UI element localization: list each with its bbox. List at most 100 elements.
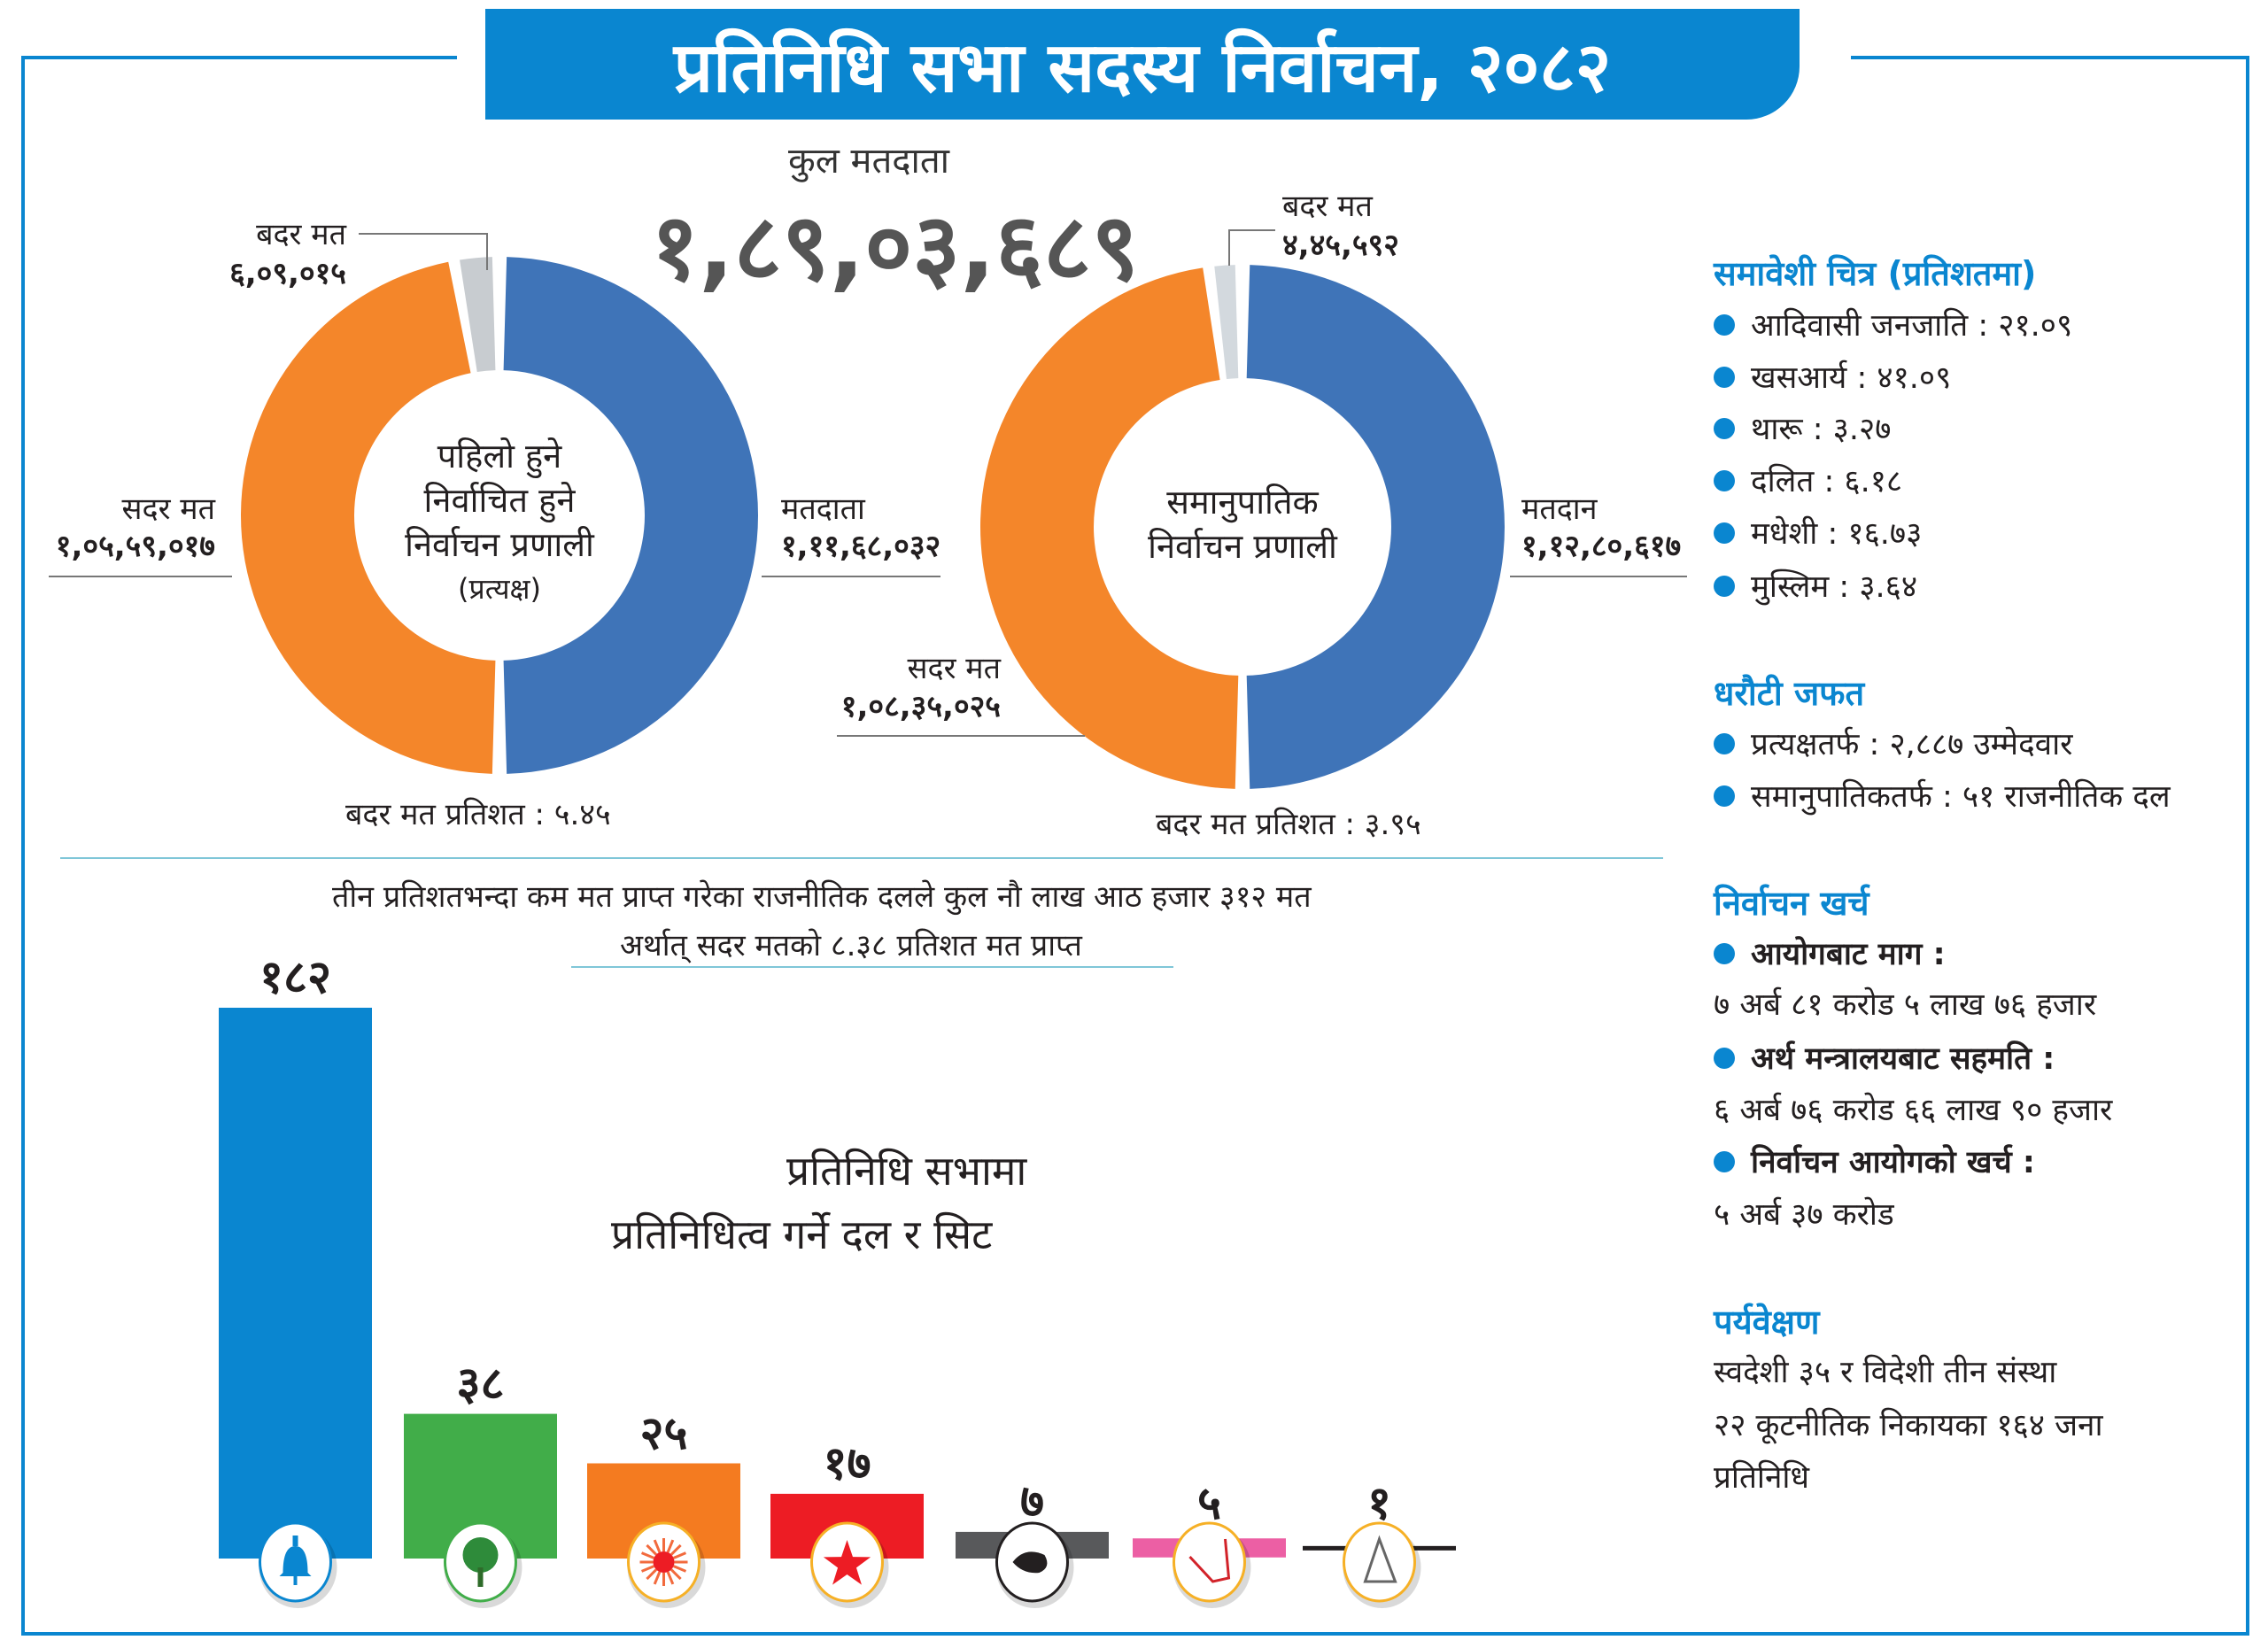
- inclusion-heading: समावेशी चित्र (प्रतिशतमा): [1714, 254, 2037, 293]
- bullet-icon: [1714, 942, 1735, 964]
- bell-icon: [259, 1521, 337, 1608]
- donut2-valid-value: १,०८,३५,०२५: [840, 689, 1001, 724]
- donut2-center-line: निर्वाचन प्रणाली: [1148, 527, 1337, 566]
- bullet-icon: [1714, 417, 1735, 439]
- donut1-turnout-label: मतदाता: [781, 491, 865, 527]
- bar-chart-title-2: प्रतिनिधित्व गर्ने दल र सिट: [611, 1211, 993, 1258]
- note-line-1: तीन प्रतिशतभन्दा कम मत प्राप्त गरेका राज…: [332, 879, 1312, 915]
- inclusion-item-text: मधेशी : १६.७३: [1751, 516, 1923, 552]
- bullet-icon: [1714, 1047, 1735, 1069]
- tree-icon: [444, 1521, 522, 1608]
- expense-item-value: ६ अर्ब ७६ करोड ६६ लाख ९० हजार: [1714, 1093, 2113, 1128]
- donut1-turnout-leader: [762, 576, 940, 577]
- donut2-invalid-label: बदर मत: [1282, 189, 1373, 224]
- donut1-valid-slice: [240, 261, 496, 774]
- observation-line: प्रतिनिधि: [1714, 1460, 1810, 1496]
- bar-value-label: १: [1366, 1477, 1392, 1530]
- note-line-2: अर्थात् सदर मतको ८.३८ प्रतिशत मत प्राप्त: [620, 928, 1082, 963]
- donut2-center-label: समानुपातिक निर्वाचन प्रणाली: [1101, 480, 1384, 569]
- bullet-icon: [1714, 313, 1735, 336]
- bar-value-label: १७: [823, 1436, 871, 1490]
- inclusion-item-text: मुस्लिम : ३.६४: [1751, 569, 1918, 605]
- donut2-turnout-value: १,१२,८०,६१७: [1521, 529, 1682, 564]
- title-banner: प्रतिनिधि सभा सदस्य निर्वाचन, २०८२: [485, 9, 1800, 120]
- triangle-icon: [1343, 1521, 1421, 1608]
- plough-icon: [1173, 1521, 1251, 1608]
- sun-icon: [627, 1521, 706, 1608]
- bullet-icon: [1714, 366, 1735, 388]
- bullet-icon: [1714, 575, 1735, 597]
- section-divider: [60, 857, 1663, 859]
- donut1-turnout-value: १,११,६८,०३२: [781, 529, 941, 564]
- expense-item-value: ७ अर्ब ८१ करोड ५ लाख ७६ हजार: [1714, 987, 2097, 1023]
- donut2-valid-leader: [837, 735, 1085, 737]
- page-title: प्रतिनिधि सभा सदस्य निर्वाचन, २०८२: [673, 27, 1612, 108]
- inclusion-item-text: थारू : ३.२७: [1751, 412, 1892, 447]
- deposit-heading: धरौटी जफत: [1714, 674, 1865, 713]
- donut1-turnout-slice: [503, 257, 759, 774]
- inclusion-item: मुस्लिम : ३.६४: [1714, 565, 1917, 607]
- donut2-valid-label: सदर मत: [907, 651, 1001, 686]
- bullet-icon: [1714, 469, 1735, 491]
- donut2-invalid-leader: [1228, 229, 1275, 266]
- donut2-footer: बदर मत प्रतिशत : ३.९५: [1156, 807, 1421, 842]
- total-voters-value: १,८९,०३,६८९: [651, 193, 1140, 301]
- donut1-center-line: पहिलो हुने: [437, 437, 562, 476]
- donut1-invalid-label: बदर मत: [256, 217, 346, 252]
- frame-top-right: [1851, 56, 2249, 59]
- inclusion-item: मधेशी : १६.७३: [1714, 512, 1922, 553]
- donut1-center-label: पहिलो हुने निर्वाचित हुने निर्वाचन प्रणा…: [358, 434, 641, 611]
- bar-value-label: ३८: [456, 1357, 505, 1411]
- expense-label-text: निर्वाचन आयोगको खर्च :: [1751, 1145, 2035, 1180]
- hand-icon: [995, 1521, 1074, 1608]
- bar-value-label: ५: [1196, 1477, 1222, 1530]
- inclusion-item-text: दलित : ६.१८: [1751, 464, 1903, 499]
- donut1-valid-leader: [49, 576, 232, 577]
- inclusion-item: आदिवासी जनजाति : २१.०९: [1714, 304, 2072, 345]
- deposit-item-text: समानुपातिकतर्फ : ५१ राजनीतिक दल: [1751, 779, 2171, 815]
- donut2-turnout-slice: [1246, 265, 1505, 789]
- expense-item-label: आयोगबाट माग :: [1714, 932, 1946, 974]
- donut1-center-line: (प्रत्यक्ष): [458, 572, 541, 606]
- frame-top-left: [21, 56, 457, 59]
- observation-heading: पर्यवेक्षण: [1714, 1303, 1820, 1342]
- observation-line: स्वदेशी ३५ र विदेशी तीन संस्था: [1714, 1355, 2057, 1390]
- donut1-invalid-leader: [359, 233, 488, 270]
- donut1-center-line: निर्वाचन प्रणाली: [405, 525, 594, 564]
- inclusion-item-text: आदिवासी जनजाति : २१.०९: [1751, 308, 2073, 344]
- bar-value-label: १८२: [259, 951, 332, 1004]
- inclusion-item: थारू : ३.२७: [1714, 407, 1891, 449]
- donut1-invalid-slice: [460, 257, 496, 372]
- expense-label-text: आयोगबाट माग :: [1751, 937, 1946, 972]
- donut1-valid-value: १,०५,५९,०१७: [55, 529, 215, 564]
- donut1-center-line: निर्वाचित हुने: [423, 481, 576, 520]
- expense-heading: निर्वाचन खर्च: [1714, 884, 1869, 923]
- expense-label-text: अर्थ मन्त्रालयबाट सहमति :: [1751, 1041, 2055, 1077]
- donut1-valid-label: सदर मत: [121, 491, 215, 527]
- star-icon: [810, 1521, 889, 1608]
- observation-line: २२ कूटनीतिक निकायका १६४ जना: [1714, 1408, 2103, 1443]
- bar-value-label: ७: [1019, 1474, 1045, 1528]
- deposit-item-text: प्रत्यक्षतर्फ : २,८८७ उम्मेदवार: [1751, 727, 2073, 762]
- expense-item-label: निर्वाचन आयोगको खर्च :: [1714, 1141, 2035, 1182]
- total-voters-label: कुल मतदाता: [788, 141, 950, 182]
- expense-item-label: अर्थ मन्त्रालयबाट सहमति :: [1714, 1037, 2055, 1079]
- bar-chart-title-1: प्रतिनिधि सभामा: [786, 1147, 1027, 1195]
- bullet-icon: [1714, 1150, 1735, 1172]
- bullet-icon: [1714, 522, 1735, 544]
- frame-right: [2246, 56, 2249, 1636]
- frame-bottom: [21, 1632, 2249, 1636]
- bullet-icon: [1714, 732, 1735, 754]
- bar-bell: [219, 1008, 372, 1559]
- inclusion-item: खसआर्य : ४१.०९: [1714, 356, 1951, 398]
- note-underline: [571, 966, 1173, 968]
- donut2-center-line: समानुपातिक: [1166, 483, 1319, 522]
- bullet-icon: [1714, 785, 1735, 807]
- inclusion-item-text: खसआर्य : ४१.०९: [1751, 360, 1952, 396]
- donut2-invalid-value: ४,४५,५९२: [1282, 228, 1399, 263]
- bar-value-label: २५: [639, 1406, 688, 1460]
- frame-left: [21, 56, 25, 1636]
- donut2-invalid-slice: [1214, 265, 1239, 379]
- deposit-item: समानुपातिकतर्फ : ५१ राजनीतिक दल: [1714, 775, 2171, 816]
